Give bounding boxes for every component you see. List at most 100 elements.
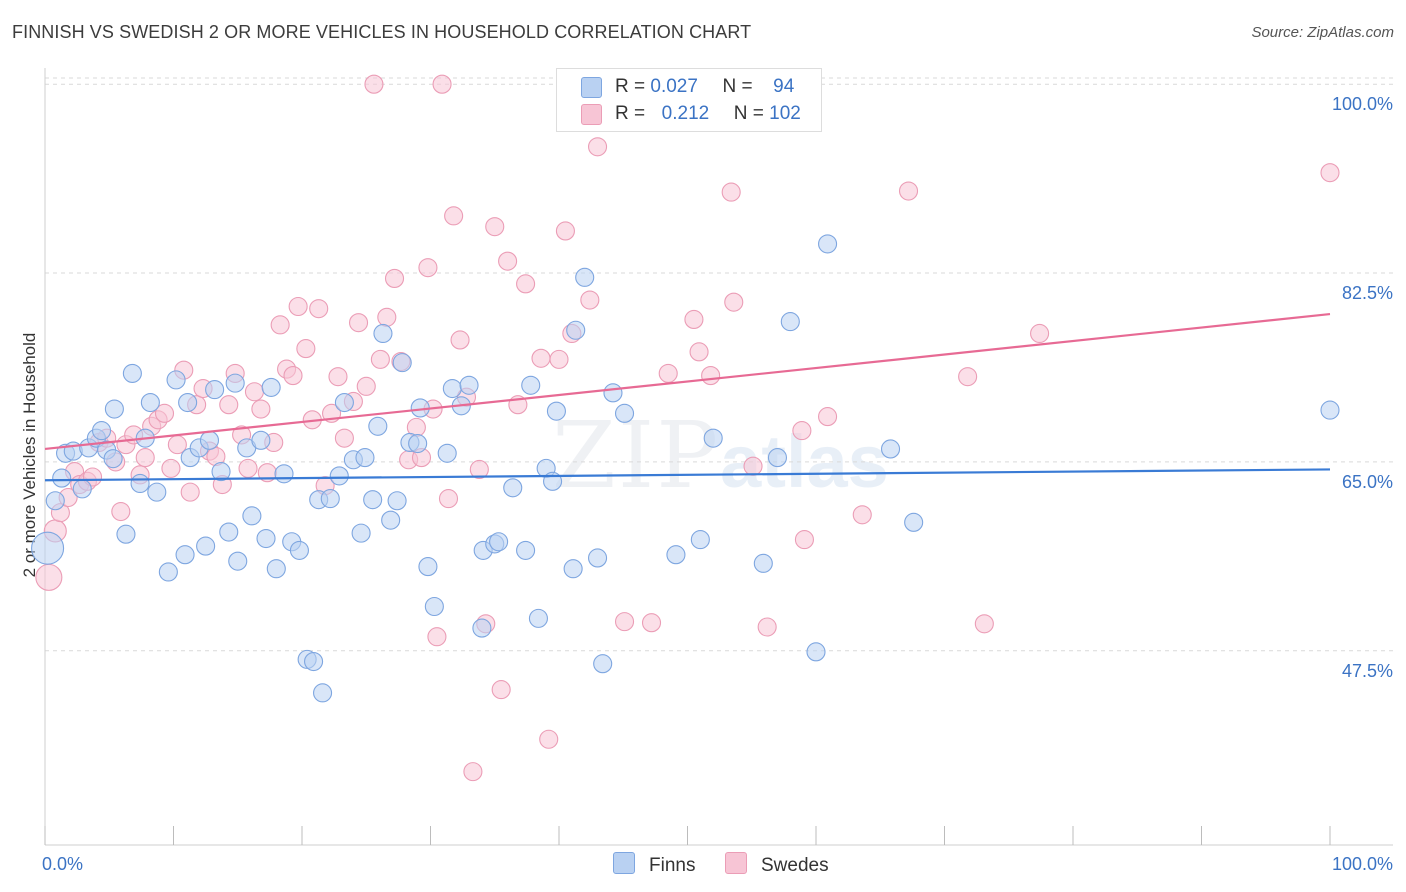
swedes-point xyxy=(296,339,316,359)
trend-lines xyxy=(44,312,1331,482)
swedes-point xyxy=(438,489,459,509)
swedes-point xyxy=(111,501,131,522)
swedes-point xyxy=(154,403,175,423)
swedes-r-label: R = xyxy=(615,103,646,124)
swedes-point xyxy=(580,290,600,310)
finns-point xyxy=(116,524,136,544)
swedes-point xyxy=(356,376,376,396)
finns-point xyxy=(52,468,72,488)
finns-point xyxy=(363,490,383,510)
finns-point xyxy=(472,618,492,638)
x-tick-label-min: 0.0% xyxy=(42,854,83,874)
finns-point xyxy=(140,392,160,413)
bottom-legend-finns[interactable]: Finns xyxy=(613,852,695,877)
swedes-point xyxy=(1030,323,1050,344)
finns-n-value: 94 xyxy=(773,76,795,97)
watermark: ZIPatlas xyxy=(552,402,889,509)
swedes-stats: R = 0.212 N = 102 xyxy=(615,103,801,125)
swedes-n-value: 102 xyxy=(769,103,801,124)
finns-point xyxy=(166,370,186,390)
finns-point xyxy=(251,430,271,450)
swedes-point xyxy=(491,680,511,700)
finns-point xyxy=(225,373,245,393)
swedes-legend-label: Swedes xyxy=(761,855,829,876)
swedes-point xyxy=(463,762,483,782)
swedes-point xyxy=(251,399,271,419)
watermark-zip: ZIP xyxy=(552,402,721,509)
swedes-point xyxy=(180,482,200,502)
swedes-point xyxy=(328,367,348,387)
swedes-point xyxy=(974,614,994,634)
swedes-trend-line xyxy=(44,312,1331,451)
finns-point xyxy=(546,401,566,421)
swedes-point xyxy=(135,448,155,468)
finns-legend-label: Finns xyxy=(649,855,696,876)
correlation-legend: R = 0.027 N = 94 R = 0.212 N = 102 xyxy=(556,68,822,132)
swedes-point xyxy=(161,458,181,478)
swedes-point xyxy=(614,612,635,632)
swedes-point xyxy=(689,342,709,362)
finns-n-label: N = xyxy=(722,76,753,97)
finns-point xyxy=(818,234,838,254)
finns-point xyxy=(703,428,723,448)
swedes-point xyxy=(852,505,872,525)
finns-trend-line xyxy=(44,468,1331,482)
swedes-point xyxy=(701,366,721,386)
y-tick-label: 47.5% xyxy=(1342,661,1393,681)
finns-point xyxy=(387,491,407,511)
finns-point xyxy=(528,608,548,628)
finns-point xyxy=(666,545,686,565)
finns-point xyxy=(489,532,509,552)
finns-point xyxy=(266,559,286,579)
finns-point xyxy=(91,421,112,441)
finns-point xyxy=(199,430,220,450)
finns-point xyxy=(603,383,623,403)
finns-point xyxy=(304,651,324,672)
y-tick-label: 65.0% xyxy=(1342,472,1393,492)
finns-point xyxy=(516,540,536,560)
finns-point xyxy=(72,479,92,499)
swedes-point xyxy=(641,613,662,633)
swedes-point xyxy=(348,313,369,333)
swedes-point xyxy=(721,182,741,202)
finns-point xyxy=(767,448,788,468)
finns-point xyxy=(503,478,523,498)
finns-point xyxy=(587,548,608,568)
swedes-point xyxy=(658,363,678,383)
swedes-point xyxy=(555,221,575,241)
swedes-n-label: N = xyxy=(733,103,764,124)
swedes-point xyxy=(309,299,329,319)
swedes-point xyxy=(498,251,518,271)
swedes-point xyxy=(818,407,838,427)
finns-point xyxy=(274,464,294,484)
finns-point xyxy=(178,392,198,413)
swedes-point xyxy=(794,530,814,550)
gridlines xyxy=(45,77,1393,652)
finns-point xyxy=(368,416,388,436)
finns-point xyxy=(408,433,428,454)
finns-point xyxy=(521,375,541,395)
bottom-legend-swedes[interactable]: Swedes xyxy=(725,852,829,877)
finns-point xyxy=(261,377,281,397)
finns-swatch xyxy=(581,77,602,98)
finns-point xyxy=(806,642,826,662)
axes xyxy=(44,68,1393,846)
swedes-point xyxy=(469,459,489,480)
finns-legend-swatch xyxy=(613,852,635,874)
finns-point xyxy=(575,267,595,287)
swedes-swatch xyxy=(581,104,602,125)
finns-point xyxy=(418,557,438,577)
finns-point xyxy=(593,654,613,674)
finns-point xyxy=(205,380,225,400)
finns-point xyxy=(130,473,150,494)
swedes-point xyxy=(244,382,265,402)
finns-point xyxy=(219,522,239,542)
finns-point xyxy=(104,399,124,419)
finns-point xyxy=(313,683,333,703)
chart-title: FINNISH VS SWEDISH 2 OR MORE VEHICLES IN… xyxy=(12,22,752,42)
finns-point xyxy=(147,482,167,502)
finns-point xyxy=(904,512,924,532)
finns-point xyxy=(381,510,401,530)
finns-point xyxy=(563,559,583,579)
swedes-point xyxy=(516,274,536,294)
